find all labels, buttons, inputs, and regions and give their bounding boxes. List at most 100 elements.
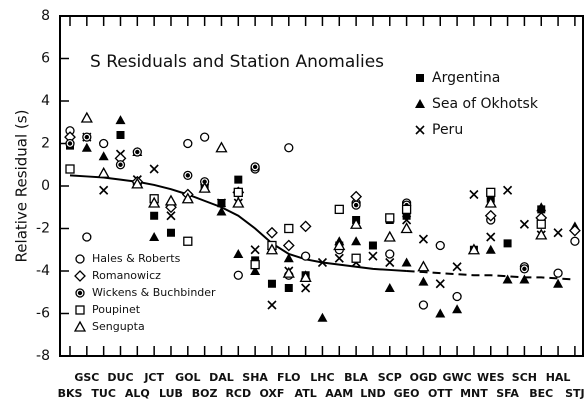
marker (486, 187, 496, 198)
marker (417, 260, 430, 272)
marker-shape (536, 202, 547, 212)
x-tick-label: HAL (546, 371, 571, 384)
marker (384, 283, 395, 292)
marker (131, 177, 144, 189)
marker (385, 257, 395, 268)
marker (266, 226, 278, 239)
x-tick-label: OXF (259, 387, 284, 400)
marker-shape (333, 239, 346, 251)
marker-shape (216, 198, 227, 208)
x-tick-label: RCD (225, 387, 251, 400)
marker-shape (267, 279, 276, 288)
marker-shape (97, 166, 110, 178)
marker (265, 243, 279, 255)
marker-shape (435, 279, 445, 289)
marker (299, 271, 312, 283)
legend-label: Romanowicz (92, 269, 161, 282)
marker-shape (164, 194, 178, 206)
y-tick-label: 0 (41, 178, 50, 194)
marker-shape (233, 270, 243, 280)
marker (435, 279, 445, 289)
x-tick-label: STJ (565, 387, 584, 400)
marker (65, 164, 75, 174)
marker (166, 211, 176, 221)
marker (164, 194, 178, 206)
marker-shape (84, 134, 90, 140)
marker (452, 291, 462, 302)
marker-shape (384, 283, 395, 292)
marker (484, 209, 497, 222)
marker (74, 270, 86, 282)
marker-shape (418, 276, 429, 286)
marker-shape (81, 142, 92, 152)
x-tick-label: GEO (394, 387, 420, 400)
marker-shape (568, 224, 581, 237)
marker-shape (415, 99, 425, 108)
marker-shape (98, 151, 109, 161)
marker (402, 211, 411, 220)
marker (199, 132, 210, 142)
y-tick-label: -6 (36, 306, 50, 322)
marker (166, 228, 175, 237)
legend-label: Peru (432, 122, 463, 138)
marker-shape (149, 232, 160, 241)
x-tick-label: SHA (242, 371, 268, 384)
marker (99, 185, 109, 195)
x-tick-label: OGD (410, 371, 438, 384)
x-tick-label: LUB (159, 387, 183, 400)
marker-shape (181, 192, 194, 204)
y-tick-label: -8 (36, 348, 50, 364)
marker-shape (484, 209, 497, 222)
marker (250, 245, 260, 255)
marker-shape (519, 274, 530, 284)
marker (402, 215, 412, 225)
x-tick-label: SCH (512, 371, 537, 384)
marker-shape (250, 266, 261, 275)
y-tick-label: -4 (36, 263, 50, 279)
x-tick-label: ATL (295, 387, 317, 400)
marker (215, 141, 228, 153)
marker-shape (317, 312, 328, 322)
marker-shape (82, 232, 92, 242)
marker-shape (250, 245, 260, 255)
marker (250, 259, 260, 270)
marker-shape (351, 236, 362, 246)
x-tick-label: MNT (460, 387, 488, 400)
marker-shape (282, 266, 295, 278)
marker-shape (503, 239, 512, 248)
marker-shape (234, 175, 243, 184)
x-tick-label: OTT (428, 387, 453, 400)
chart-title: S Residuals and Station Anomalies (90, 52, 384, 72)
marker-shape (486, 187, 496, 198)
marker (282, 266, 295, 278)
marker-shape (283, 253, 294, 263)
marker (81, 142, 92, 152)
marker-shape (452, 262, 462, 272)
trend-curve (406, 270, 575, 281)
marker (233, 270, 243, 280)
marker (149, 164, 159, 174)
marker (149, 232, 160, 241)
marker (115, 115, 126, 125)
marker-shape (216, 206, 227, 216)
marker-shape (267, 300, 277, 310)
marker (80, 111, 93, 123)
marker-shape (418, 300, 429, 310)
marker-shape (166, 228, 175, 237)
marker (486, 232, 496, 242)
marker (553, 268, 563, 278)
marker (183, 170, 193, 181)
marker (485, 244, 496, 254)
marker-shape (317, 257, 328, 268)
marker-shape (553, 278, 564, 288)
marker-shape (202, 179, 207, 184)
x-tick-label: AAM (325, 387, 353, 400)
marker-shape (148, 196, 161, 208)
marker (150, 211, 159, 220)
marker (216, 206, 227, 216)
marker-shape (368, 251, 378, 261)
marker (317, 312, 328, 322)
marker (383, 230, 396, 242)
marker (536, 202, 547, 212)
marker (301, 283, 311, 293)
